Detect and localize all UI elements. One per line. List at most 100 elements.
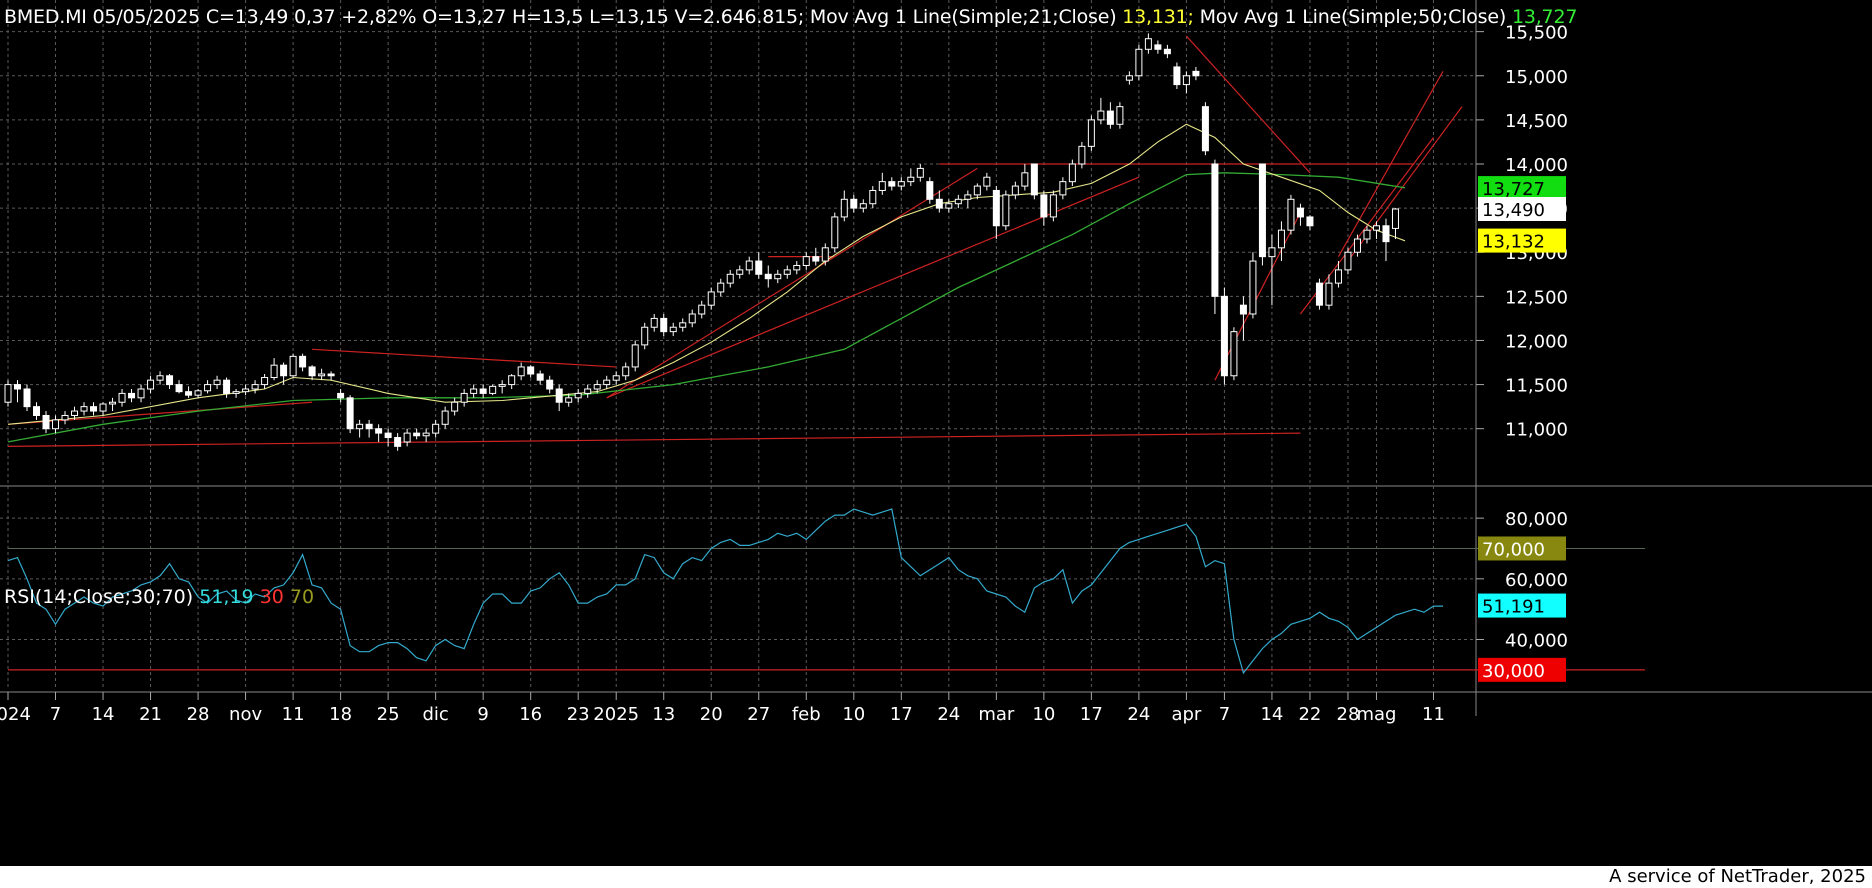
x-tick-label: 2024 (0, 704, 31, 725)
high-value: H=13,5 (511, 6, 584, 28)
candle-down (308, 366, 316, 377)
volume-value: V=2.646.815; (674, 6, 805, 28)
candle-up (194, 390, 202, 396)
candle-up (964, 194, 972, 200)
candle-down (33, 406, 41, 416)
x-tick-label: apr (1171, 704, 1201, 725)
candle-up (242, 388, 250, 393)
candle-down (1106, 110, 1114, 125)
candle-up (603, 379, 611, 386)
candle-up (1344, 251, 1352, 271)
candle-down (926, 181, 934, 200)
candle-up (1087, 119, 1095, 147)
quote-date: 05/05/2025 (92, 6, 201, 28)
candle-down (175, 384, 183, 393)
candle-down (935, 198, 943, 209)
candle-down (812, 256, 820, 262)
candle-up (52, 419, 60, 430)
candle-down (327, 373, 335, 377)
low-value: L=13,15 (589, 6, 669, 28)
candle-up (745, 260, 753, 271)
x-tick-label: 24 (937, 704, 960, 725)
candle-up (669, 326, 677, 333)
x-tick-label: 14 (1260, 704, 1283, 725)
candle-down (185, 391, 193, 396)
candle-up (774, 273, 782, 280)
ma21-line (7, 123, 1406, 425)
candle-up (821, 247, 829, 262)
candle-down (1201, 106, 1209, 152)
trendline (7, 432, 1301, 447)
rsi-label: RSI(14;Close;30;70) (4, 586, 194, 608)
candle-down (546, 379, 554, 390)
x-tick-label: 28 (187, 704, 210, 725)
candle-down (1239, 304, 1247, 315)
rsi-last-label-box (1478, 657, 1566, 682)
x-tick-label: 28 (1337, 704, 1360, 725)
candle-up (118, 392, 126, 403)
rsi-tick-label: 40,000 (1505, 631, 1568, 652)
candle-down (346, 397, 354, 430)
candle-down (1154, 44, 1162, 50)
candle-up (508, 375, 516, 386)
candle-up (726, 273, 734, 284)
price-last-label: 13,490 (1482, 200, 1545, 221)
rsi-tick-label: 60,000 (1505, 570, 1568, 591)
price-tick-label: 11,500 (1505, 376, 1568, 397)
candle-up (498, 384, 506, 387)
candle-up (916, 167, 924, 178)
candle-down (1040, 194, 1048, 218)
candle-up (470, 388, 478, 394)
candle-up (783, 269, 791, 275)
candle-up (1125, 75, 1133, 81)
candle-down (1296, 207, 1304, 218)
candle-up (517, 366, 525, 377)
candle-up (793, 264, 801, 271)
candle-up (432, 423, 440, 434)
x-tick-label: 2025 (593, 704, 639, 725)
x-tick-label: 10 (842, 704, 865, 725)
candle-down (660, 317, 668, 333)
x-tick-label: mag (1356, 704, 1396, 725)
x-tick-label: mar (978, 704, 1015, 725)
candle-down (888, 181, 896, 187)
ma21-label: Mov Avg 1 Line(Simple;21;Close) (809, 6, 1117, 28)
rsi-line (7, 508, 1443, 675)
trendline (606, 176, 1140, 399)
rsi-oversold: 30 (259, 586, 284, 608)
candle-up (1116, 106, 1124, 125)
x-tick-label: 18 (329, 704, 352, 725)
candle-down (299, 355, 307, 368)
candle-down (1315, 282, 1323, 306)
x-tick-label: 13 (652, 704, 675, 725)
candle-up (593, 384, 601, 390)
x-tick-label: 7 (50, 704, 61, 725)
x-tick-label: 14 (92, 704, 115, 725)
candle-up (631, 344, 639, 368)
trendline (1214, 212, 1301, 381)
candle-up (1363, 229, 1371, 240)
candle-up (1144, 38, 1152, 50)
candle-up (1249, 260, 1257, 315)
candle-down (850, 198, 858, 209)
candle-down (42, 414, 50, 430)
price-tick-label: 12,500 (1505, 287, 1568, 308)
x-tick-label: 21 (139, 704, 162, 725)
trendline (1185, 35, 1311, 174)
candle-up (489, 385, 497, 394)
candle-down (1211, 163, 1219, 297)
candle-up (1021, 172, 1029, 187)
candle-down (23, 388, 31, 408)
candle-down (223, 379, 231, 394)
candle-up (622, 366, 630, 377)
rsi-last-label: 51,191 (1482, 597, 1545, 618)
rsi-last-label: 30,000 (1482, 661, 1545, 682)
x-tick-label: 7 (1219, 704, 1230, 725)
candle-down (536, 373, 544, 381)
x-tick-label: 16 (519, 704, 542, 725)
x-tick-label: 20 (700, 704, 723, 725)
candle-up (251, 384, 259, 390)
candle-up (1059, 181, 1067, 196)
x-tick-label: 23 (567, 704, 590, 725)
x-tick-label: 22 (1298, 704, 1321, 725)
